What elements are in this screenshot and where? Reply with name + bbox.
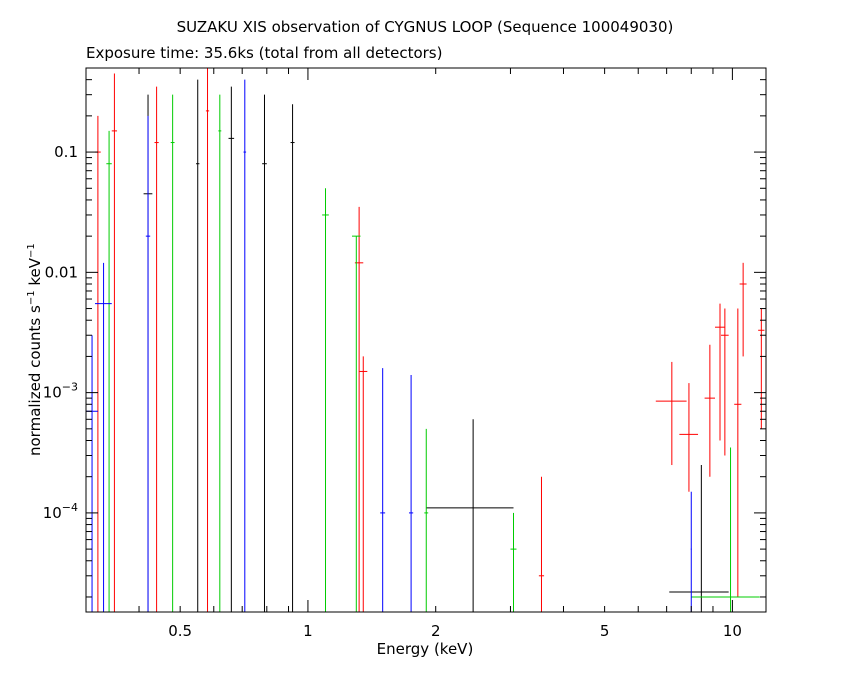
data-point [715,303,725,441]
data-point [690,491,692,612]
y-axis-label-exp1: −1 [26,290,37,306]
series-0 [143,79,729,612]
x-tick-label: 0.5 [168,622,192,640]
data-point [426,419,514,612]
y-tick-exponent: −4 [62,501,78,514]
x-axis-label: Energy (keV) [376,640,474,658]
series-3 [86,79,692,612]
chart-subtitle: Exposure time: 35.6ks (total from all de… [86,44,443,62]
data-point [145,115,151,612]
data-point [758,308,765,429]
data-point [262,94,267,612]
series-1 [94,68,765,612]
y-tick-label: 10−4 [43,501,78,522]
data-point [86,335,98,612]
y-tick-base: 10 [43,384,62,402]
data-point [170,94,175,612]
data-point [424,428,429,612]
data-point [655,361,687,466]
x-tick-label: 10 [723,622,742,640]
chart-title: SUZAKU XIS observation of CYGNUS LOOP (S… [176,18,674,36]
series-2 [106,94,760,612]
data-point [691,447,760,612]
y-axis-label-prefix: normalized counts s [26,305,44,456]
y-tick-label: 0.1 [54,143,78,161]
data-point [154,86,159,612]
y-tick-label: 10−3 [43,381,78,402]
data-point [704,344,716,477]
data-point [720,308,729,456]
y-axis-label-middle: keV [26,257,44,291]
data-point [510,512,517,612]
data-layer [86,68,765,612]
data-point [94,262,112,612]
data-point [538,476,545,612]
data-point [408,375,414,612]
y-tick-exponent: −3 [62,381,78,394]
data-point [196,79,200,612]
data-point [94,115,101,612]
x-tick-label: 5 [600,622,610,640]
y-axis-label: normalized counts s−1 keV−1 [26,243,44,456]
data-point [669,465,729,612]
data-point [351,235,361,612]
y-axis-label-exp2: −1 [26,243,37,258]
plot-frame [85,67,767,613]
data-point [322,188,329,612]
x-tick-label: 1 [303,622,313,640]
data-point [106,130,112,612]
data-point [359,356,368,612]
data-point [111,73,118,612]
x-tick-label: 2 [431,622,441,640]
data-point [228,86,235,612]
data-point [290,104,295,612]
data-point [679,383,699,492]
y-tick-base: 10 [43,504,62,522]
y-tick-label: 0.01 [45,263,78,281]
data-point [218,94,222,612]
data-point [243,79,247,612]
data-point [205,68,210,612]
data-point [380,368,386,612]
data-point [739,262,747,357]
data-point [734,308,742,597]
